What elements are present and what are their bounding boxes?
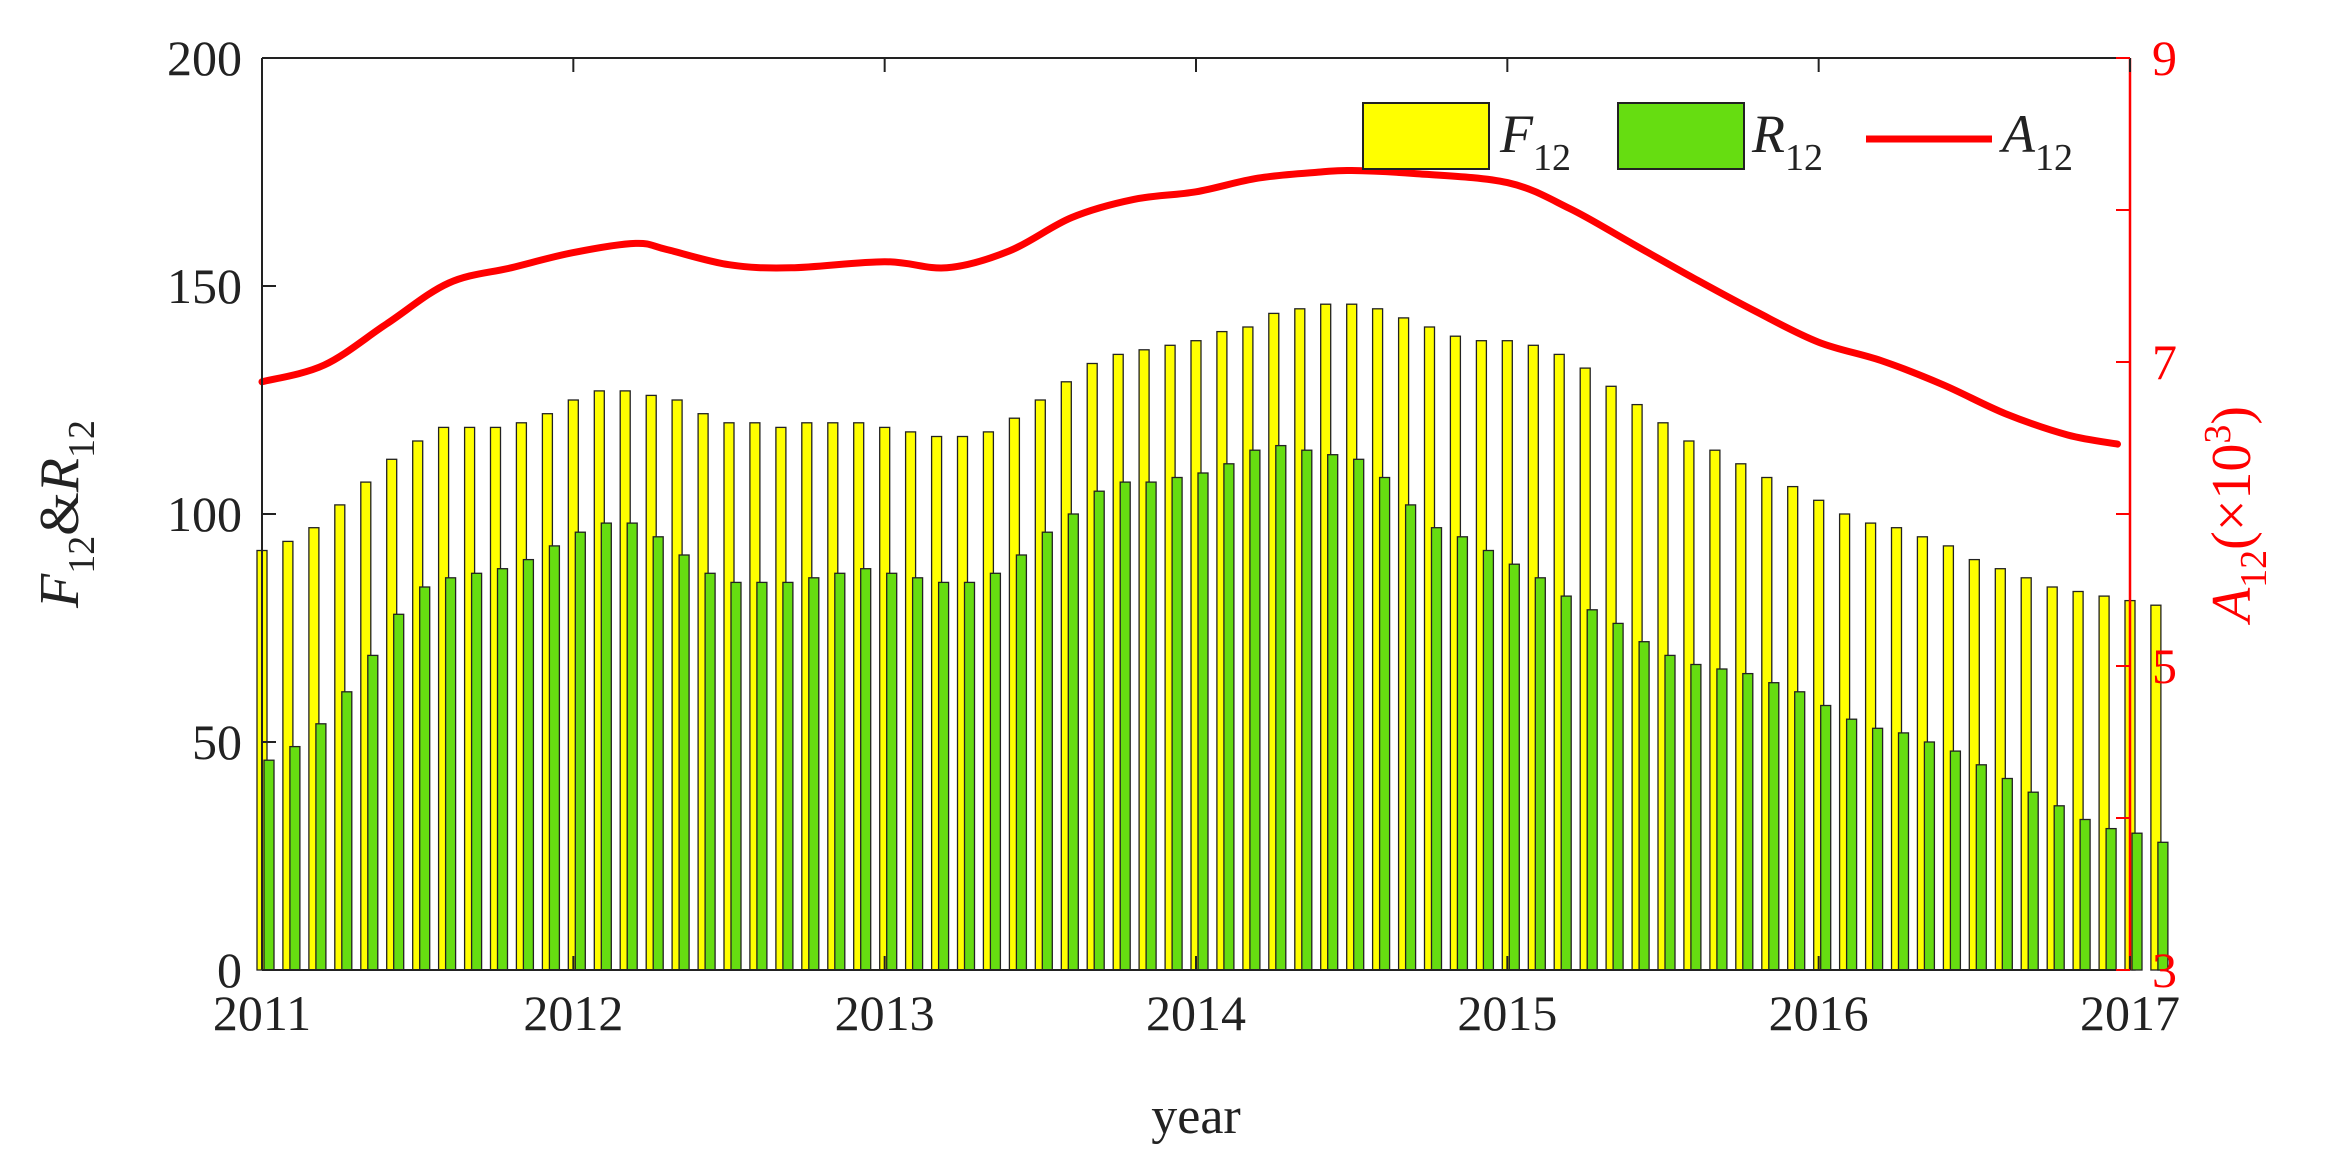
- bar-r12: [1508, 563, 1520, 971]
- bar-r12: [393, 613, 405, 971]
- bar-r12: [1275, 444, 1287, 971]
- x-tick-label: 2015: [1457, 985, 1557, 1041]
- legend-swatch-r12: [1617, 102, 1745, 170]
- bar-r12: [2001, 777, 2013, 971]
- bar-r12: [1327, 454, 1339, 971]
- bar-r12: [1249, 449, 1261, 971]
- bar-r12: [730, 581, 742, 971]
- bar-r12: [1430, 527, 1443, 971]
- bar-r12: [911, 577, 924, 971]
- y-axis-right-title: A12(×103): [2197, 406, 2275, 626]
- bar-r12: [1871, 727, 1884, 971]
- bar-r12: [341, 691, 353, 971]
- bar-r12: [2157, 841, 2169, 971]
- ticks: 2011 2012 2013 2014 2015 2016 2017 0 50 100 150 200…: [167, 30, 2180, 1041]
- bar-r12: [600, 522, 612, 971]
- y-right-tick-label: 5: [2152, 638, 2177, 694]
- bar-r12: [2131, 832, 2143, 971]
- bar-r12: [1612, 622, 1624, 971]
- y-right-tick-label: 3: [2152, 942, 2177, 998]
- x-tick-label: 2017: [2080, 985, 2180, 1041]
- bar-r12: [1560, 595, 1572, 971]
- bar-r12: [1171, 476, 1183, 971]
- y-left-tick-label: 200: [167, 30, 242, 86]
- bar-r12: [1119, 481, 1131, 971]
- bar-r12: [1378, 476, 1391, 971]
- bar-r12: [1041, 531, 1053, 971]
- bar-r12: [444, 577, 457, 971]
- bar-r12: [1794, 691, 1806, 971]
- bar-r12: [834, 572, 846, 971]
- bar-r12: [2079, 818, 2091, 971]
- bar-r12: [1197, 472, 1209, 971]
- bar-r12: [808, 577, 820, 971]
- bar-r12: [756, 581, 768, 971]
- bar-r12: [704, 572, 716, 971]
- bar-r12: [574, 531, 586, 971]
- y-axis-left-title: F12&R12: [29, 420, 103, 609]
- bar-r12: [1223, 463, 1235, 971]
- bar-r12: [1716, 668, 1728, 971]
- bar-r12: [937, 581, 950, 971]
- bar-r12: [522, 558, 535, 971]
- bar-r12: [1923, 741, 1936, 971]
- bar-r12: [1845, 718, 1858, 971]
- bar-r12: [1534, 577, 1546, 971]
- bar-r12: [2053, 805, 2065, 971]
- x-tick-label: 2014: [1146, 985, 1246, 1041]
- bar-f12: [2150, 604, 2162, 971]
- bar-r12: [419, 586, 431, 971]
- bar-r12: [989, 572, 1002, 971]
- bar-r12: [860, 568, 872, 971]
- bar-r12: [1820, 704, 1832, 971]
- bar-r12: [496, 568, 509, 971]
- bar-r12: [1482, 549, 1495, 971]
- bar-r12: [1145, 481, 1157, 971]
- bar-r12: [1353, 458, 1365, 971]
- y-right-tick-label: 9: [2152, 30, 2177, 86]
- y-left-tick-label: 100: [167, 486, 242, 542]
- bar-r12: [315, 723, 327, 971]
- bar-r12: [1949, 750, 1962, 971]
- bar-r12: [1768, 682, 1780, 971]
- bar-r12: [652, 536, 664, 971]
- bar-r12: [782, 581, 794, 971]
- bar-r12: [678, 554, 690, 971]
- bar-r12: [548, 545, 561, 971]
- legend-swatch-f12: [1362, 102, 1490, 170]
- a12-line: [258, 166, 2121, 448]
- bar-r12: [963, 581, 976, 971]
- x-tick-label: 2013: [835, 985, 935, 1041]
- y-left-tick-label: 50: [192, 714, 242, 770]
- y-left-tick-label: 0: [217, 942, 242, 998]
- bar-r12: [1093, 490, 1105, 971]
- bar-r12: [1456, 536, 1469, 971]
- bar-r12: [1404, 504, 1417, 971]
- x-tick-label: 2016: [1769, 985, 1869, 1041]
- bar-r12: [367, 654, 379, 971]
- bar-r12: [1897, 732, 1910, 971]
- x-tick-label: 2012: [523, 985, 623, 1041]
- bar-r12: [1690, 663, 1702, 971]
- bar-r12: [1586, 609, 1598, 971]
- bar-r12: [1015, 554, 1028, 971]
- y-right-tick-label: 7: [2152, 334, 2177, 390]
- bar-r12: [1742, 672, 1754, 971]
- bar-r12: [289, 745, 301, 971]
- bar-r12: [2027, 791, 2039, 971]
- y-left-tick-label: 150: [167, 258, 242, 314]
- bar-r12: [1664, 654, 1676, 971]
- bar-r12: [1638, 641, 1650, 971]
- x-axis-title: year: [1151, 1088, 1240, 1145]
- bar-r12: [626, 522, 638, 971]
- bar-r12: [886, 572, 898, 971]
- bar-r12: [263, 759, 275, 971]
- bar-r12: [1301, 449, 1313, 971]
- bar-r12: [470, 572, 483, 971]
- bar-r12: [1067, 513, 1079, 971]
- bar-r12: [2105, 827, 2117, 971]
- bar-r12: [1975, 764, 1987, 971]
- x-tick-label: 2011: [213, 985, 311, 1041]
